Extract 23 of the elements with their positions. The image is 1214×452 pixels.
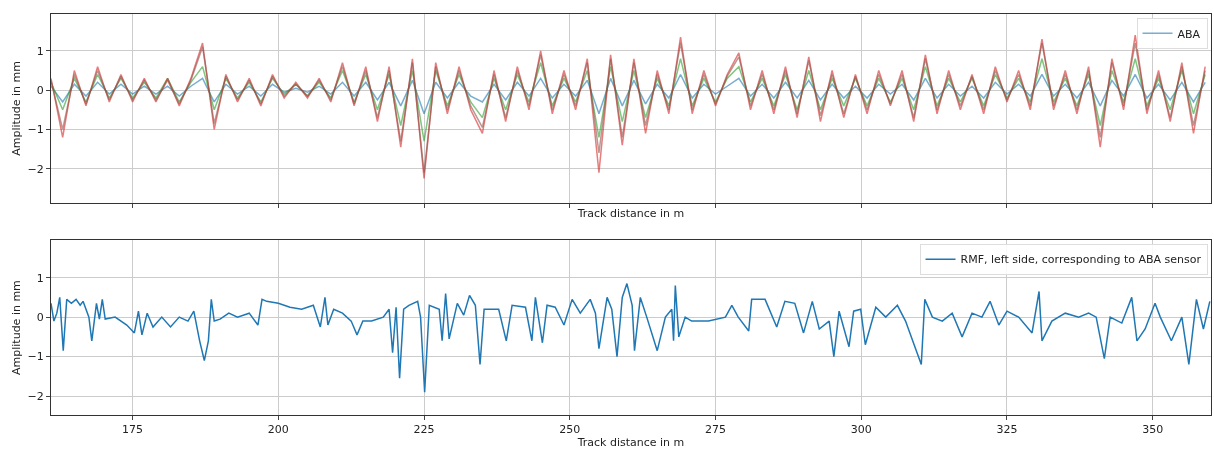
legend-label: RMF, left side, corresponding to ABA sensor: [960, 253, 1202, 267]
y-tick-label: −2: [27, 162, 44, 176]
x-tick-label: 225: [413, 423, 435, 437]
x-axis-title: Track distance in m: [576, 436, 685, 450]
legend-label: ABA: [1177, 27, 1201, 41]
y-tick-label: 0: [36, 84, 44, 98]
x-tick-label: 250: [559, 423, 581, 437]
x-tick-label: 275: [705, 423, 727, 437]
x-axis-title: Track distance in m: [576, 207, 685, 221]
y-tick-label: −1: [27, 123, 44, 137]
x-tick-label: 175: [122, 423, 144, 437]
y-axis-title: Amplitude in mm: [10, 61, 24, 156]
x-tick-label: 200: [267, 423, 289, 437]
y-tick-label: 1: [36, 271, 44, 285]
x-tick-label: 300: [850, 423, 872, 437]
y-tick-label: −2: [27, 389, 44, 403]
y-tick-label: 1: [36, 44, 44, 58]
x-tick-label: 350: [1142, 423, 1164, 437]
x-tick-label: 325: [996, 423, 1018, 437]
y-tick-label: −1: [27, 350, 44, 364]
y-axis-title: Amplitude in mm: [10, 280, 24, 375]
line-series: [51, 282, 1211, 393]
y-tick-label: 0: [36, 310, 44, 324]
